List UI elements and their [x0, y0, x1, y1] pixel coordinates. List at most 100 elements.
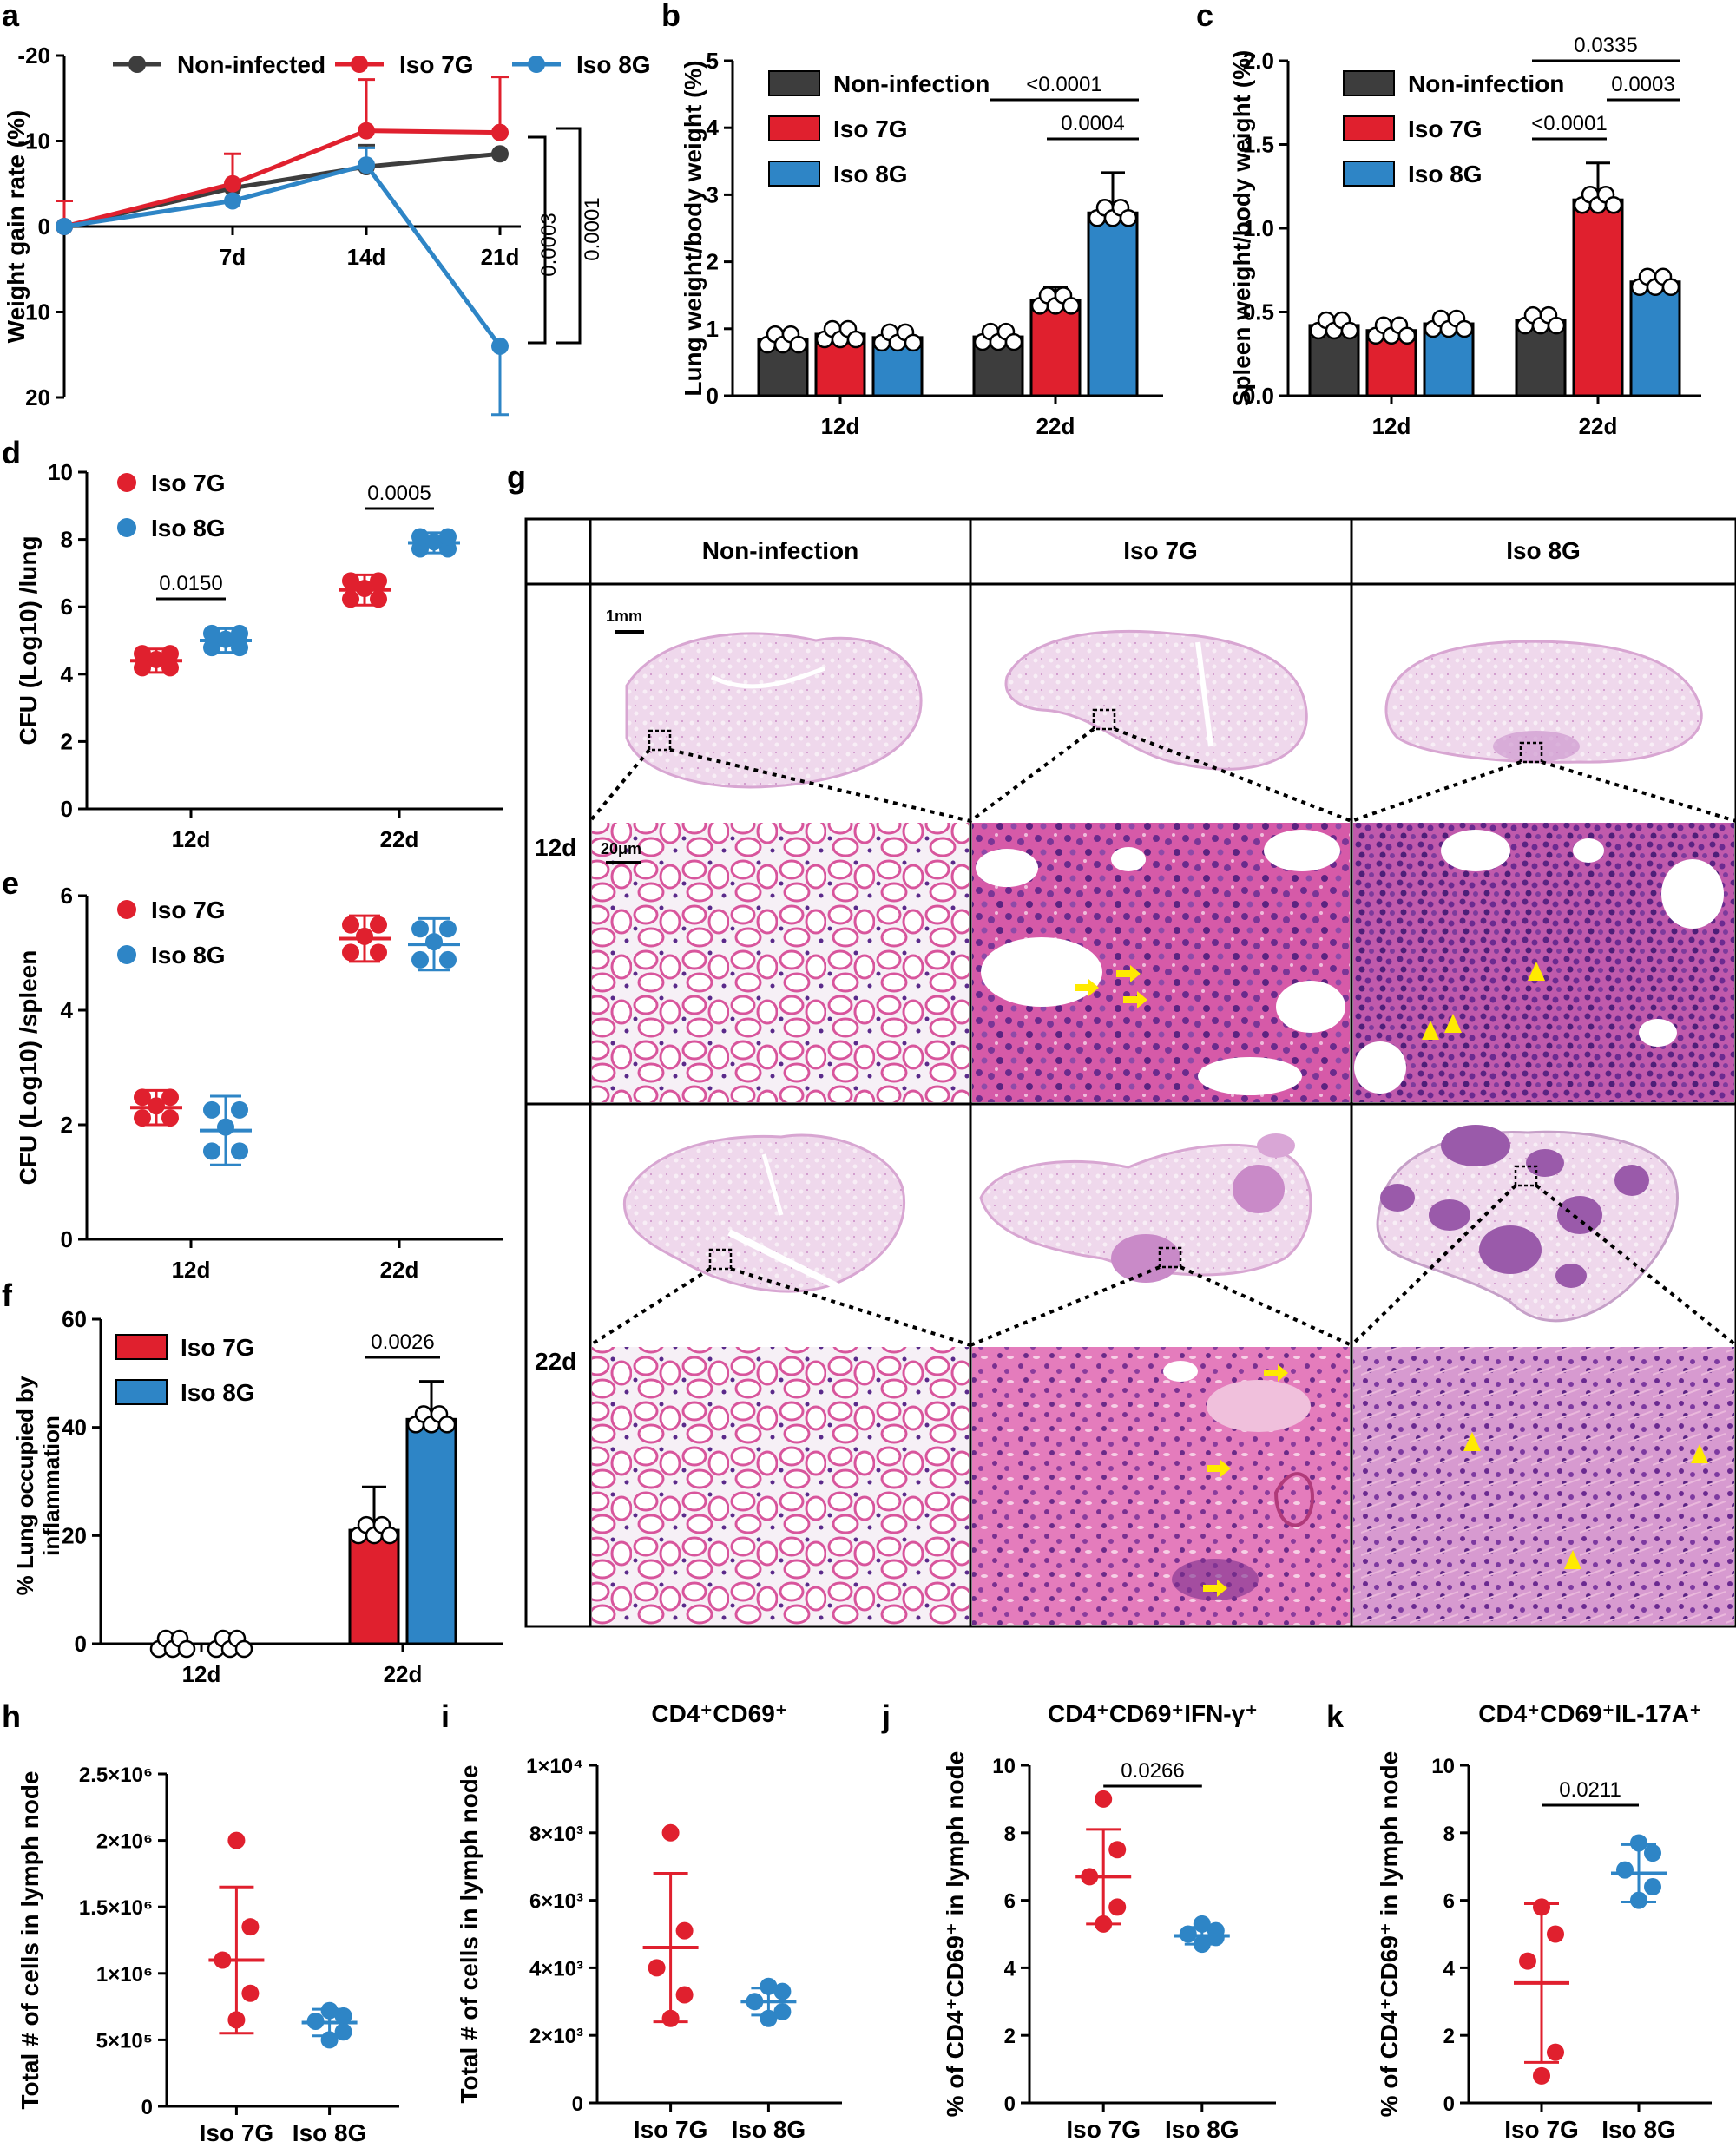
chart-j-ifng: 0 2 4 6 8 10 % of CD4⁺CD69⁺ in lymph node CD4⁺C…	[942, 1700, 1276, 2143]
legend-label: Iso 8G	[151, 515, 226, 542]
panel-letter-c: c	[1196, 0, 1213, 33]
data-point	[217, 1118, 234, 1136]
bar-iso-7g-22d	[1572, 198, 1624, 397]
legend-swatch	[768, 115, 820, 141]
data-point	[334, 2007, 352, 2025]
legend-swatch	[115, 1334, 168, 1360]
data-point	[411, 950, 429, 969]
data-point	[1095, 1915, 1113, 1933]
legend-label: Iso 8G	[1408, 161, 1483, 187]
y-tick-label: 2	[61, 728, 73, 754]
bar-iso-7g-22d	[1029, 299, 1082, 397]
x-tick-label: 12d	[182, 1661, 221, 1687]
data-point	[214, 1951, 232, 1969]
y-tick-label: 0	[1004, 2092, 1016, 2116]
y-tick-label: 4	[707, 115, 720, 141]
y-tick-label: 10	[1431, 1755, 1455, 1778]
data-point	[1644, 1878, 1661, 1896]
x-tick-label: Iso 8G	[293, 2119, 367, 2146]
yellow-arrows-22d-iso-7g	[1203, 1364, 1288, 1597]
chart-title: CD4⁺CD69⁺IFN-γ⁺	[1048, 1700, 1258, 1727]
data-point	[224, 192, 241, 210]
data-point	[773, 1982, 792, 2000]
y-tick-label: 2.5×10⁶	[79, 1764, 153, 1787]
y-tick-label: 0	[707, 383, 719, 409]
data-point	[370, 572, 387, 590]
legend-marker	[117, 473, 136, 492]
x-tick-label: 12d	[172, 1257, 211, 1283]
legend-swatch	[115, 1379, 168, 1405]
y-axis-label: Spleen weight/body weight (%)	[1228, 50, 1255, 407]
y-axis-label: CFU (Log10) /lung	[15, 535, 42, 745]
data-point	[320, 2001, 339, 2020]
data-point	[227, 2011, 246, 2029]
legend-marker	[128, 56, 146, 73]
data-point	[203, 639, 220, 657]
legend-label: Iso 7G	[1408, 115, 1483, 142]
p-value-label: 0.0026	[371, 1330, 434, 1354]
legend-label: Non-infected	[177, 51, 326, 78]
yellow-arrowheads-12d-iso-8g	[1422, 962, 1545, 1040]
data-point	[1533, 1898, 1550, 1916]
legend-label: Non-infection	[1408, 70, 1564, 97]
data-point	[1081, 1868, 1099, 1886]
legend-label: Non-infection	[833, 70, 990, 97]
y-axis-label: Total # of cells in lymph node	[16, 1771, 43, 2110]
data-point	[760, 1977, 778, 1995]
lung-section-22d-non-infection	[622, 1133, 905, 1297]
panel-letter-e: e	[2, 865, 19, 901]
y-tick-label: 2.0	[1243, 48, 1274, 74]
y-tick-label: 1.5×10⁶	[79, 1896, 153, 1920]
y-tick-label: 4	[61, 997, 74, 1023]
legend-label: Iso 8G	[833, 161, 908, 187]
y-tick-label: 2×10⁶	[96, 1830, 153, 1854]
data-point	[358, 122, 375, 140]
panel-letter-k: k	[1326, 1698, 1345, 1734]
y-tick-label: 40	[62, 1415, 87, 1441]
y-tick-label: -20	[17, 43, 50, 69]
x-tick-label: Iso 8G	[1165, 2116, 1240, 2143]
legend-label: Iso 8G	[576, 51, 651, 78]
zoom-region-22d-iso-8g	[1514, 1165, 1538, 1187]
x-tick-label: 14d	[347, 244, 386, 270]
legend-label: Iso 8G	[151, 942, 226, 969]
data-point	[227, 1831, 246, 1849]
y-tick-label: 5	[707, 48, 719, 74]
y-tick-label: 3	[707, 181, 719, 207]
lung-section-12d-iso-7g	[1004, 630, 1308, 771]
y-tick-label: 6	[1004, 1890, 1016, 1914]
y-axis-label-line2: inflammation	[38, 1416, 64, 1556]
bar-iso-7g-22d	[348, 1528, 400, 1645]
chart-f-inflammation: 0 20 40 60 12d 22d Iso 7G Iso 8G % Lung occupied…	[12, 1306, 503, 1687]
legend-marker	[117, 518, 136, 537]
data-point	[437, 1416, 457, 1434]
data-point	[425, 533, 443, 551]
bar-iso-8g-22d	[405, 1417, 457, 1645]
data-point	[439, 540, 457, 558]
data-point	[661, 2009, 680, 2027]
p-value-label: <0.0001	[1531, 112, 1607, 135]
y-tick-label: 2	[707, 249, 719, 275]
y-tick-label: 0.0	[1243, 383, 1274, 409]
data-point	[1108, 1841, 1127, 1859]
data-point	[134, 645, 151, 663]
y-axis-label: % of CD4⁺CD69⁺ in lymph node	[942, 1751, 969, 2118]
data-point	[356, 580, 373, 598]
lung-section-22d-iso-8g	[1376, 1125, 1680, 1323]
y-tick-label: 10	[25, 299, 50, 325]
data-point	[491, 145, 509, 163]
legend-swatch	[1343, 115, 1395, 141]
lung-section-12d-non-infection	[625, 632, 923, 789]
data-point	[1519, 1952, 1536, 1970]
chart-e-cfu-spleen: 0 2 4 6 CFU (Log10) /spleen 12d 22d Iso 7G Iso 8…	[15, 883, 503, 1283]
significance-bracket	[528, 135, 547, 345]
panel-letter-d: d	[2, 435, 21, 470]
y-tick-label: 1.0	[1243, 215, 1274, 241]
data-point	[746, 1993, 764, 2011]
zoom-region-12d-non-infection	[648, 729, 672, 752]
data-point	[306, 2012, 325, 2030]
y-axis-label: % Lung occupied by	[12, 1376, 38, 1595]
lung-section-22d-iso-7g	[979, 1133, 1312, 1283]
yellow-arrows-12d-iso-7g	[1075, 965, 1147, 1008]
data-point	[411, 540, 429, 558]
